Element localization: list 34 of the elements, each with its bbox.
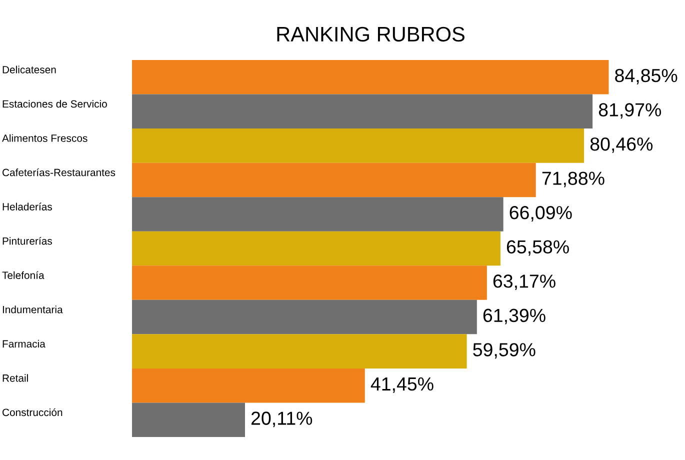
y-tick-label: Farmacia [2,340,46,348]
data-label: 81,97% [598,103,662,119]
data-label: 66,09% [510,206,572,222]
y-tick-label: Alimentos Frescos [2,134,88,142]
y-tick-label: Cafeterías-Restaurantes [2,168,116,176]
data-label: 61,39% [483,308,546,324]
y-tick-label: Heladerías [2,202,52,210]
y-tick-label: Pinturerías [2,236,52,245]
chart-title: RANKING RUBROS [277,26,464,42]
data-label: 65,58% [506,240,569,256]
bar [132,402,245,437]
bar [132,300,477,334]
bar [132,60,609,94]
data-label: 84,85% [615,68,678,84]
data-label: 41,45% [370,377,434,393]
y-tick-label: Retail [2,374,28,382]
data-label: 71,88% [542,172,604,188]
data-label: 59,59% [473,343,536,359]
data-label: 80,46% [590,137,653,153]
bar [132,197,504,232]
y-tick-label: Indumentaria [2,306,63,314]
y-tick-label: Delicatesen [2,66,56,74]
bar [132,266,487,300]
data-label: 20,11% [251,412,312,428]
bar [132,128,584,163]
y-tick-label: Construcción [2,408,62,416]
bar [132,368,365,403]
bar [132,94,593,129]
y-tick-label: Telefonía [2,271,44,279]
data-label: 63,17% [493,274,556,290]
bar [132,162,536,198]
bar [132,231,500,266]
bar [132,334,467,368]
y-tick-label: Estaciones de Servicio [2,100,107,108]
